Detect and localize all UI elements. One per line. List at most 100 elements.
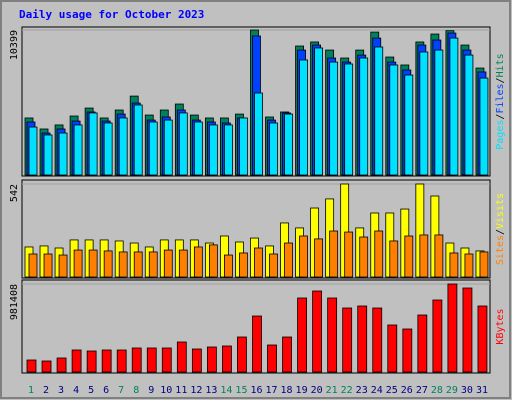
- x-tick-label: 24: [371, 385, 383, 396]
- y-tick-label: 10399: [9, 30, 20, 60]
- bar: [133, 104, 143, 176]
- bar: [297, 297, 307, 373]
- bar: [404, 235, 414, 278]
- bar: [224, 254, 233, 278]
- x-tick-label: 20: [311, 385, 323, 396]
- bar: [267, 344, 277, 373]
- bar: [344, 63, 354, 176]
- bar: [254, 247, 263, 278]
- bar: [58, 132, 68, 176]
- legend-entry: KBytes: [495, 308, 506, 344]
- bar: [342, 307, 353, 373]
- bar: [101, 349, 112, 373]
- bar: [56, 357, 67, 373]
- bar: [402, 328, 413, 373]
- bar: [163, 119, 173, 176]
- bar: [252, 315, 262, 373]
- bar: [163, 249, 173, 278]
- bar: [359, 236, 369, 278]
- x-tick-label: 27: [416, 385, 428, 396]
- bar: [146, 347, 157, 373]
- bar: [116, 349, 127, 373]
- bar: [178, 112, 188, 176]
- x-tick-label: 13: [205, 385, 217, 396]
- x-tick-label: 18: [281, 385, 293, 396]
- x-tick-label: 25: [386, 385, 398, 396]
- bar: [329, 61, 339, 176]
- bar: [477, 305, 488, 373]
- bar: [359, 57, 369, 176]
- x-tick-label: 22: [341, 385, 353, 396]
- bar: [269, 253, 278, 278]
- x-tick-label: 19: [296, 385, 308, 396]
- x-tick-label: 1: [28, 385, 34, 396]
- bar: [118, 251, 128, 278]
- x-tick-label: 16: [250, 385, 262, 396]
- bar: [299, 59, 308, 176]
- bar: [193, 121, 203, 176]
- series-legend: Sites/Visits: [495, 193, 506, 265]
- x-tick-label: 5: [88, 385, 94, 396]
- bar: [299, 235, 308, 278]
- bar: [208, 244, 218, 278]
- bar: [148, 251, 158, 278]
- x-tick-label: 21: [326, 385, 338, 396]
- bar: [239, 252, 248, 278]
- bar: [239, 117, 248, 176]
- legend-entry: Visits: [495, 193, 506, 229]
- legend-entry: Hits: [495, 53, 506, 77]
- x-tick-label: 6: [103, 385, 109, 396]
- bar: [103, 122, 113, 176]
- x-tick-label: 3: [58, 385, 64, 396]
- legend-entry: Files: [495, 83, 506, 113]
- bar: [312, 290, 323, 373]
- x-tick-label: 2: [43, 385, 49, 396]
- legend-entry: Sites: [495, 235, 506, 265]
- x-tick-label: 15: [235, 385, 247, 396]
- bar: [284, 113, 293, 176]
- bar: [327, 297, 338, 373]
- x-tick-label: 4: [73, 385, 79, 396]
- bar: [71, 349, 82, 373]
- bar: [479, 77, 489, 176]
- bar: [374, 230, 384, 278]
- bar: [86, 350, 97, 373]
- bar: [434, 234, 444, 278]
- x-tick-label: 14: [220, 385, 232, 396]
- x-tick-label: 30: [461, 385, 473, 396]
- bar: [479, 251, 489, 278]
- bar: [344, 231, 354, 278]
- bar: [131, 347, 142, 373]
- bar: [176, 341, 187, 373]
- bar: [389, 240, 399, 278]
- y-tick-label: 542: [9, 184, 20, 202]
- bar: [254, 92, 263, 176]
- legend-separator: /: [495, 229, 506, 235]
- x-tick-label: 26: [401, 385, 413, 396]
- bar: [118, 117, 128, 176]
- x-tick-label: 10: [160, 385, 172, 396]
- x-tick-label: 29: [446, 385, 458, 396]
- bar: [329, 230, 339, 278]
- bar: [269, 122, 278, 176]
- bar: [419, 234, 429, 278]
- bar: [432, 299, 443, 373]
- bar: [389, 64, 399, 176]
- bar: [161, 347, 172, 373]
- x-tick-label: 28: [431, 385, 443, 396]
- bar: [224, 124, 233, 176]
- bar: [103, 250, 113, 278]
- bar: [43, 253, 53, 278]
- bar: [374, 46, 384, 176]
- x-tick-label: 7: [118, 385, 124, 396]
- bar: [191, 348, 202, 373]
- x-tick-label: 12: [190, 385, 202, 396]
- bar: [434, 49, 444, 176]
- series-legend: KBytes: [495, 308, 506, 344]
- bar: [314, 238, 324, 278]
- bar: [464, 253, 474, 278]
- x-tick-label: 8: [133, 385, 139, 396]
- bar: [237, 336, 247, 373]
